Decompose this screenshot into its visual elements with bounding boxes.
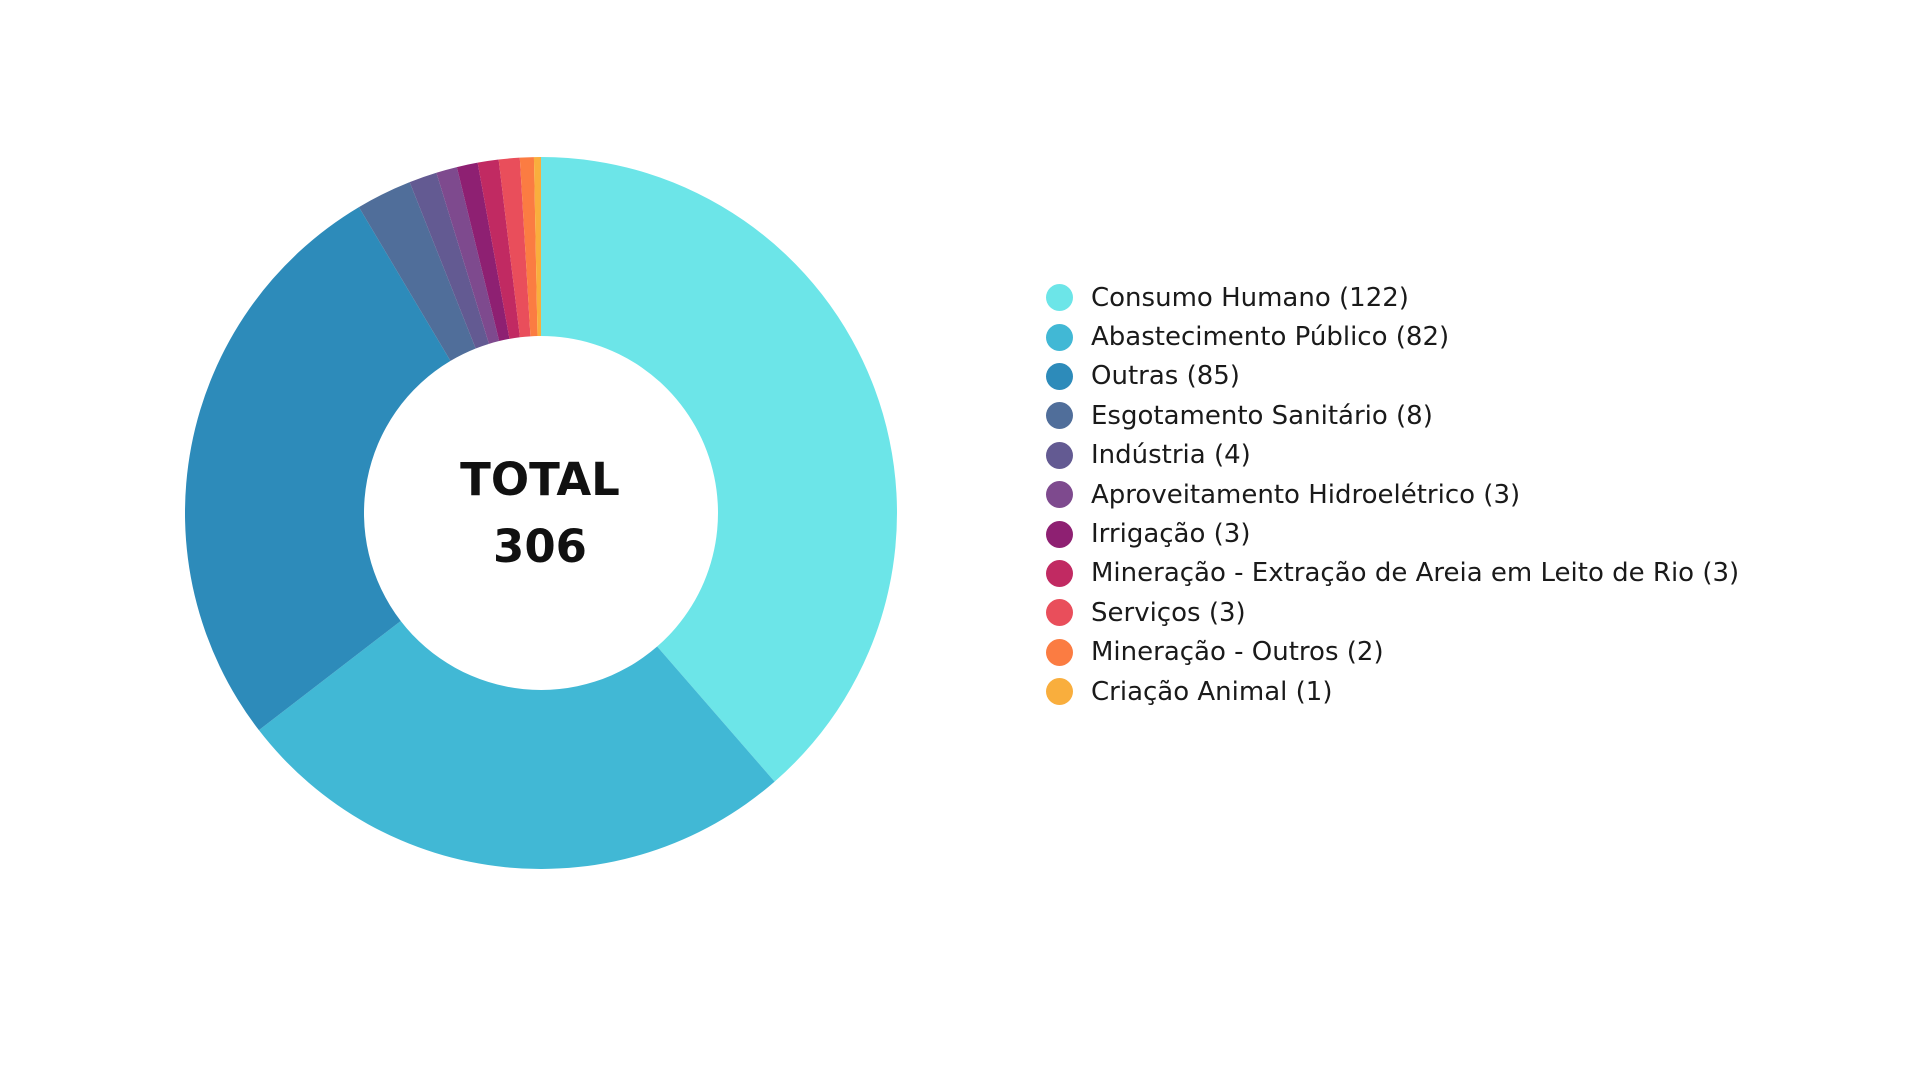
legend-swatch bbox=[1046, 441, 1073, 469]
legend-item: Indústria (4) bbox=[1046, 436, 1739, 475]
legend-label: Outras (85) bbox=[1091, 361, 1240, 392]
donut-slice-5 bbox=[409, 172, 489, 349]
donut-slice-6 bbox=[436, 167, 500, 344]
donut-slice-2 bbox=[258, 620, 775, 869]
donut-slice-10 bbox=[519, 157, 538, 337]
legend-item: Abastecimento Público (82) bbox=[1046, 317, 1739, 356]
legend-label: Irrigação (3) bbox=[1091, 519, 1251, 550]
legend-swatch bbox=[1046, 284, 1073, 312]
legend-label: Serviços (3) bbox=[1091, 597, 1246, 628]
legend-label: Criação Animal (1) bbox=[1091, 676, 1333, 707]
center-total-value: 306 bbox=[493, 520, 587, 573]
donut-slice-11 bbox=[533, 157, 541, 337]
legend-item: Irrigação (3) bbox=[1046, 514, 1739, 553]
center-total-label: TOTAL bbox=[460, 453, 620, 506]
legend-label: Mineração - Extração de Areia em Leito d… bbox=[1091, 558, 1740, 589]
legend-swatch bbox=[1046, 481, 1073, 509]
legend: Consumo Humano (122) Abastecimento Públic… bbox=[1046, 278, 1739, 711]
donut-slice-8 bbox=[477, 159, 520, 339]
legend-swatch bbox=[1046, 559, 1073, 587]
legend-item: Aproveitamento Hidroelétrico (3) bbox=[1046, 475, 1739, 514]
donut-slice-9 bbox=[498, 157, 531, 338]
donut-slice-7 bbox=[456, 162, 510, 342]
legend-item: Criação Animal (1) bbox=[1046, 672, 1739, 711]
legend-label: Indústria (4) bbox=[1091, 440, 1251, 471]
legend-swatch bbox=[1046, 362, 1073, 390]
legend-label: Mineração - Outros (2) bbox=[1091, 637, 1384, 668]
legend-item: Mineração - Extração de Areia em Leito d… bbox=[1046, 554, 1739, 593]
legend-swatch bbox=[1046, 323, 1073, 351]
legend-label: Abastecimento Público (82) bbox=[1091, 322, 1450, 353]
donut-slice-1 bbox=[541, 157, 897, 782]
legend-item: Consumo Humano (122) bbox=[1046, 278, 1739, 317]
legend-label: Consumo Humano (122) bbox=[1091, 282, 1409, 313]
legend-swatch bbox=[1046, 599, 1073, 627]
legend-swatch bbox=[1046, 678, 1073, 706]
legend-label: Esgotamento Sanitário (8) bbox=[1091, 400, 1433, 431]
legend-item: Mineração - Outros (2) bbox=[1046, 633, 1739, 672]
legend-swatch bbox=[1046, 638, 1073, 666]
legend-label: Aproveitamento Hidroelétrico (3) bbox=[1091, 479, 1521, 510]
donut-slice-4 bbox=[358, 182, 476, 361]
legend-item: Outras (85) bbox=[1046, 357, 1739, 396]
legend-swatch bbox=[1046, 402, 1073, 430]
donut-slice-3 bbox=[184, 207, 451, 731]
legend-item: Esgotamento Sanitário (8) bbox=[1046, 396, 1739, 435]
legend-swatch bbox=[1046, 520, 1073, 548]
legend-item: Serviços (3) bbox=[1046, 593, 1739, 632]
